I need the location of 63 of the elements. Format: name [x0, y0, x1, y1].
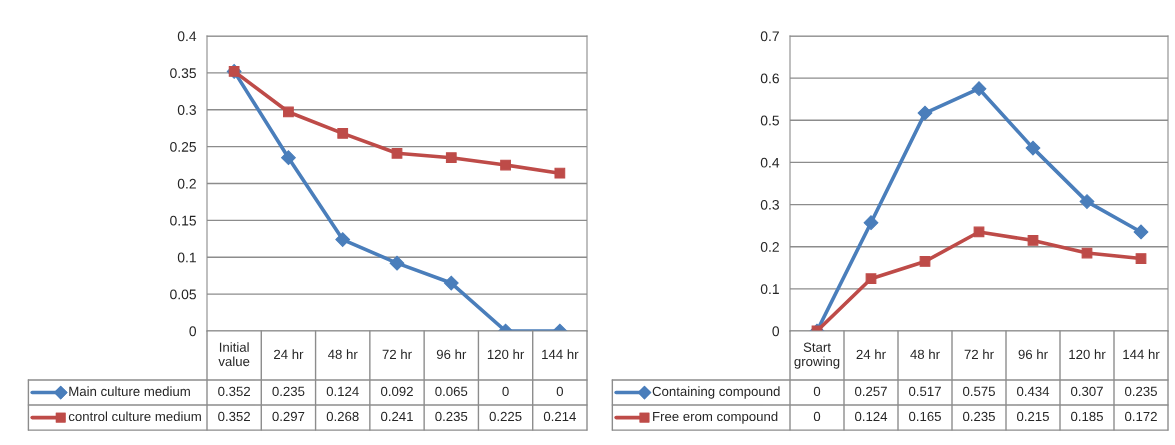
x-tick-label: 72 hr — [964, 349, 994, 359]
data-label: 0.268 — [326, 411, 359, 422]
y-tick-label: 0.3 — [177, 105, 196, 115]
data-label: 0.352 — [218, 411, 250, 422]
data-label: 0.235 — [435, 411, 468, 422]
y-tick-label: 0.4 — [177, 31, 197, 42]
data-label: 0 — [813, 411, 821, 422]
y-tick-label: 0.7 — [760, 31, 779, 42]
x-tick-label: 72 hr — [382, 349, 412, 359]
data-label: 0.307 — [1071, 386, 1103, 397]
data-label: 0.124 — [326, 386, 359, 397]
x-tick-label: 120 hr — [1069, 349, 1106, 360]
x-tick-label: 144 hr — [1123, 349, 1160, 359]
x-tick-label: 48 hr — [327, 349, 358, 360]
x-tick-label: 96 hr — [1018, 349, 1048, 360]
legend-label: Containing compound — [652, 386, 780, 399]
data-label: 0.575 — [963, 386, 995, 397]
data-label: 0.092 — [381, 386, 413, 397]
x-tick-label: 24 hr — [856, 349, 886, 359]
data-label: 0.185 — [1071, 411, 1103, 422]
y-tick-label: 0.1 — [177, 252, 196, 263]
y-tick-label: 0.05 — [170, 289, 196, 300]
data-label: 0.297 — [272, 411, 305, 422]
data-label: 0.352 — [218, 386, 250, 397]
data-label: 0.241 — [381, 411, 413, 422]
y-tick-label: 0.6 — [760, 73, 779, 84]
y-tick-label: 0 — [772, 326, 780, 337]
x-tick-label: 24 hr — [274, 349, 304, 359]
y-tick-label: 0.15 — [170, 215, 196, 226]
data-label: 0.172 — [1125, 411, 1157, 422]
data-label: 0 — [502, 386, 509, 397]
data-label: 0.235 — [963, 411, 995, 422]
data-label: 0 — [813, 386, 821, 397]
y-tick-label: 0.35 — [170, 68, 196, 79]
data-label: 0.434 — [1017, 386, 1050, 397]
data-label: 0.065 — [435, 386, 468, 397]
y-tick-label: 0.3 — [760, 199, 779, 210]
data-label: 0 — [556, 386, 564, 397]
x-tick-label: 144 hr — [542, 349, 579, 359]
data-label: 0.124 — [855, 411, 888, 422]
data-label: 0.235 — [272, 386, 305, 397]
data-label: 0.165 — [909, 411, 941, 422]
data-label: 0.225 — [489, 411, 522, 422]
data-label: 0.235 — [1125, 386, 1157, 397]
data-label: 0.215 — [1017, 411, 1049, 422]
y-tick-label: 0.2 — [760, 242, 779, 252]
y-tick-label: 0 — [189, 326, 197, 337]
legend-label: Main culture medium — [69, 386, 190, 397]
data-label: 0.257 — [855, 386, 887, 397]
x-tick-label: 96 hr — [436, 349, 467, 360]
data-label: 0.214 — [543, 411, 576, 422]
legend-label: Free erom compound — [653, 411, 778, 424]
y-tick-label: 0.1 — [760, 284, 779, 295]
y-tick-label: 0.2 — [177, 178, 196, 189]
data-label: 0.517 — [909, 386, 941, 397]
x-tick-label: Initial value — [218, 342, 250, 367]
y-tick-label: 0.5 — [760, 115, 779, 126]
x-tick-label: Start growing — [794, 342, 840, 369]
y-tick-label: 0.25 — [170, 141, 196, 152]
x-tick-label: 48 hr — [910, 349, 940, 360]
x-tick-label: 120 hr — [487, 349, 525, 360]
y-tick-label: 0.4 — [760, 157, 780, 168]
legend-label: control culture medium — [68, 411, 201, 422]
